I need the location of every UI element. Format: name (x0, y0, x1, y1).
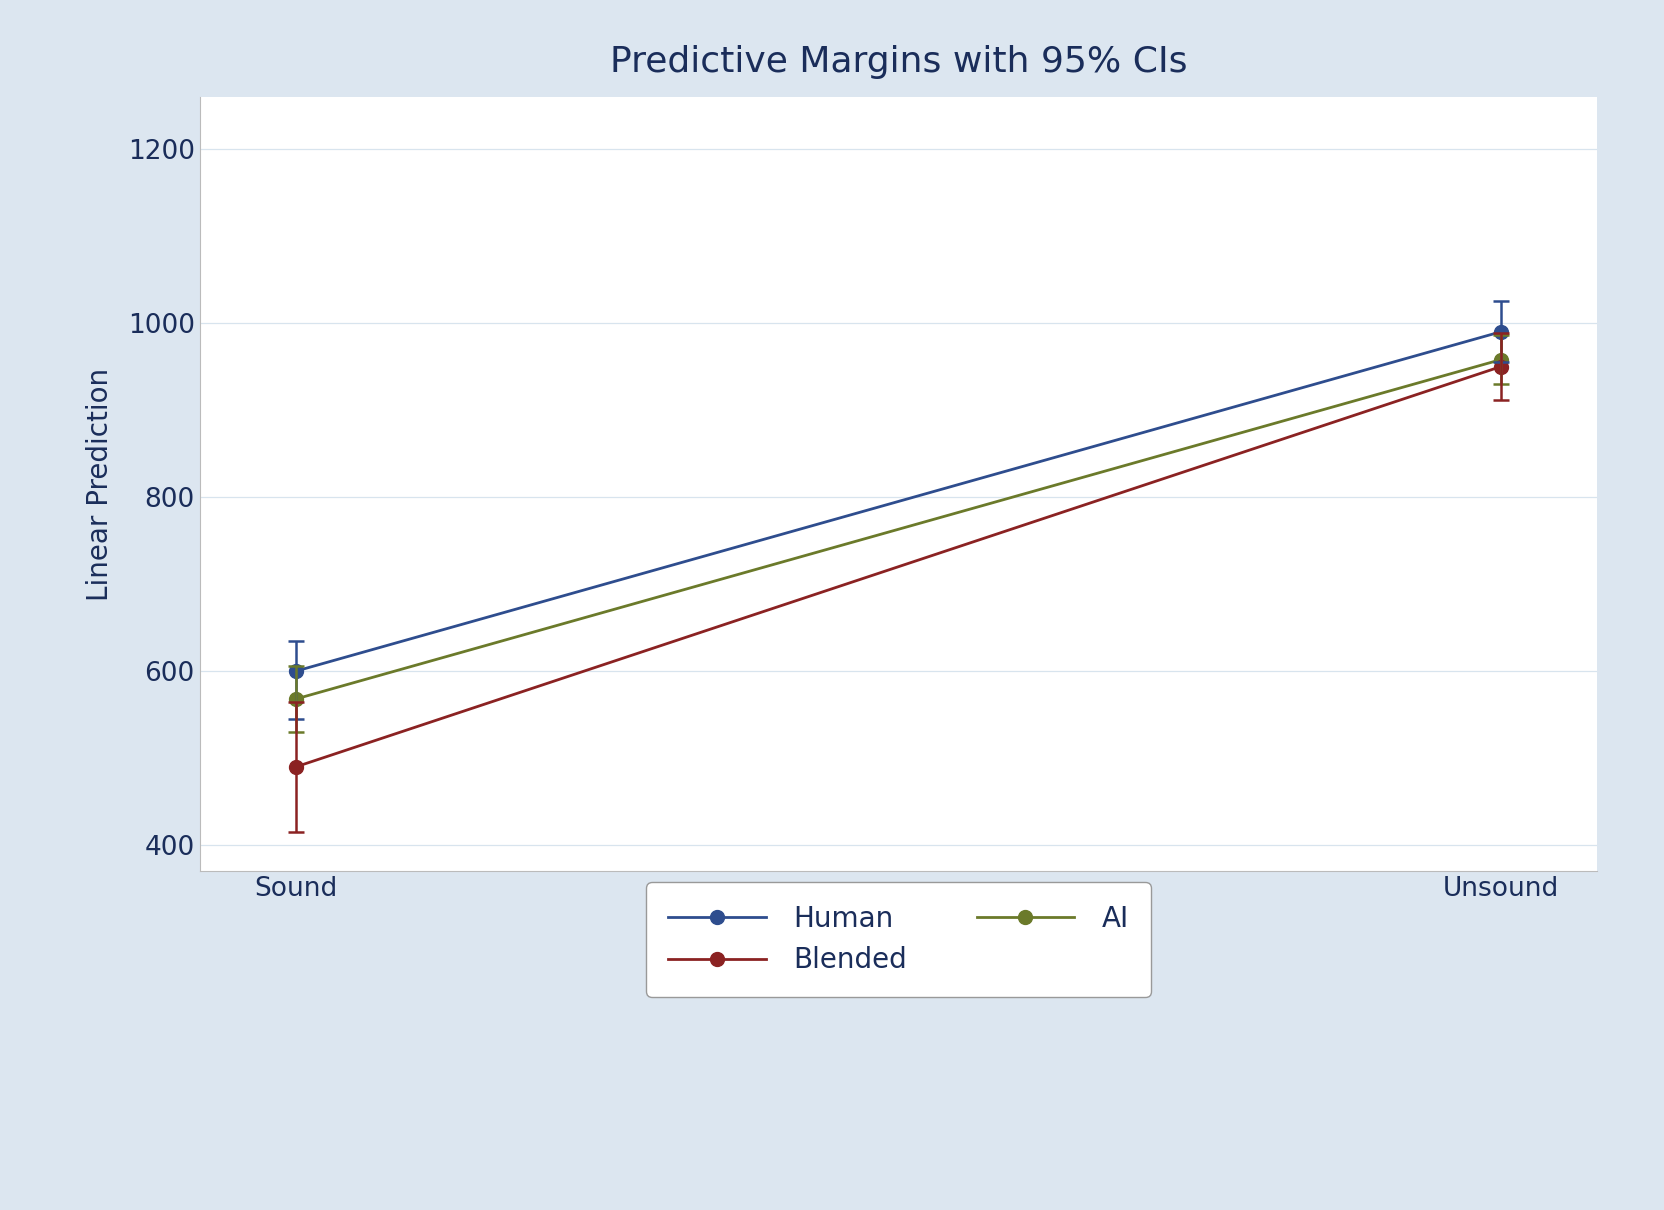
Legend: Human, Blended, AI, : Human, Blended, AI, (646, 882, 1151, 997)
Y-axis label: Linear Prediction: Linear Prediction (87, 368, 113, 600)
Title: Predictive Margins with 95% CIs: Predictive Margins with 95% CIs (609, 45, 1188, 79)
X-axis label: Soundness of the suggestion: Soundness of the suggestion (697, 918, 1100, 946)
